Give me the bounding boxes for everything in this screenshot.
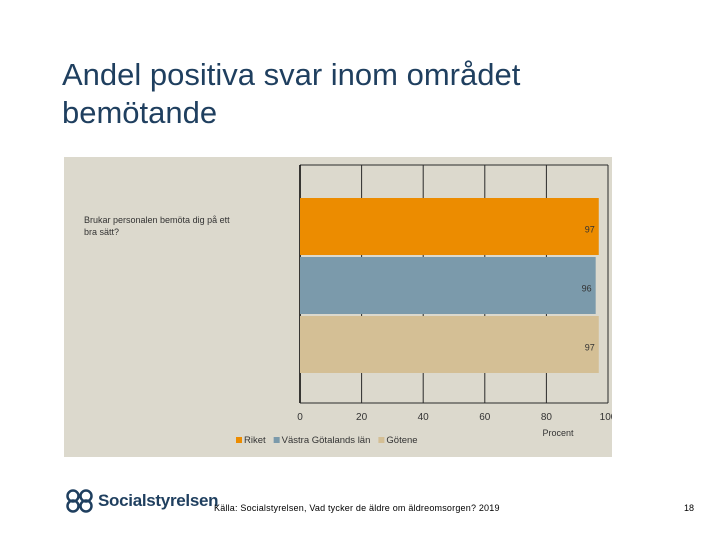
x-axis-title: Procent bbox=[542, 428, 574, 438]
x-tick-label: 60 bbox=[479, 412, 491, 423]
x-tick-label: 80 bbox=[541, 412, 553, 423]
socialstyrelsen-logo: Socialstyrelsen bbox=[66, 488, 219, 514]
x-tick-label: 40 bbox=[418, 412, 430, 423]
logo-text: Socialstyrelsen bbox=[98, 491, 219, 510]
data-label: 97 bbox=[585, 343, 595, 353]
legend-label: Götene bbox=[386, 435, 417, 446]
bar-västra-götalands-län bbox=[300, 257, 596, 314]
x-tick-label: 20 bbox=[356, 412, 368, 423]
x-tick-label: 100 bbox=[600, 412, 612, 423]
legend-label: Västra Götalands län bbox=[282, 435, 371, 446]
data-label: 97 bbox=[585, 225, 595, 235]
legend-swatch bbox=[236, 437, 242, 443]
bar-chart: Brukar personalen bemöta dig på ett bra … bbox=[84, 164, 617, 446]
bar-riket bbox=[300, 198, 599, 255]
category-label-line2: bra sätt? bbox=[84, 227, 119, 237]
category-label: Brukar personalen bemöta dig på ett bbox=[84, 215, 230, 225]
legend-label: Riket bbox=[244, 435, 266, 446]
x-tick-label: 0 bbox=[297, 412, 303, 423]
page-number: 18 bbox=[684, 503, 695, 513]
logo-emblem-icon bbox=[66, 489, 93, 513]
chart-panel: Brukar personalen bemöta dig på ett bra … bbox=[64, 157, 617, 457]
data-label: 96 bbox=[582, 284, 592, 294]
slide-title: Andel positiva svar inom området bemötan… bbox=[62, 57, 521, 130]
bar-götene bbox=[300, 316, 599, 373]
source-note: Källa: Socialstyrelsen, Vad tycker de äl… bbox=[214, 503, 500, 513]
legend-swatch bbox=[378, 437, 385, 443]
legend-swatch bbox=[273, 437, 280, 443]
